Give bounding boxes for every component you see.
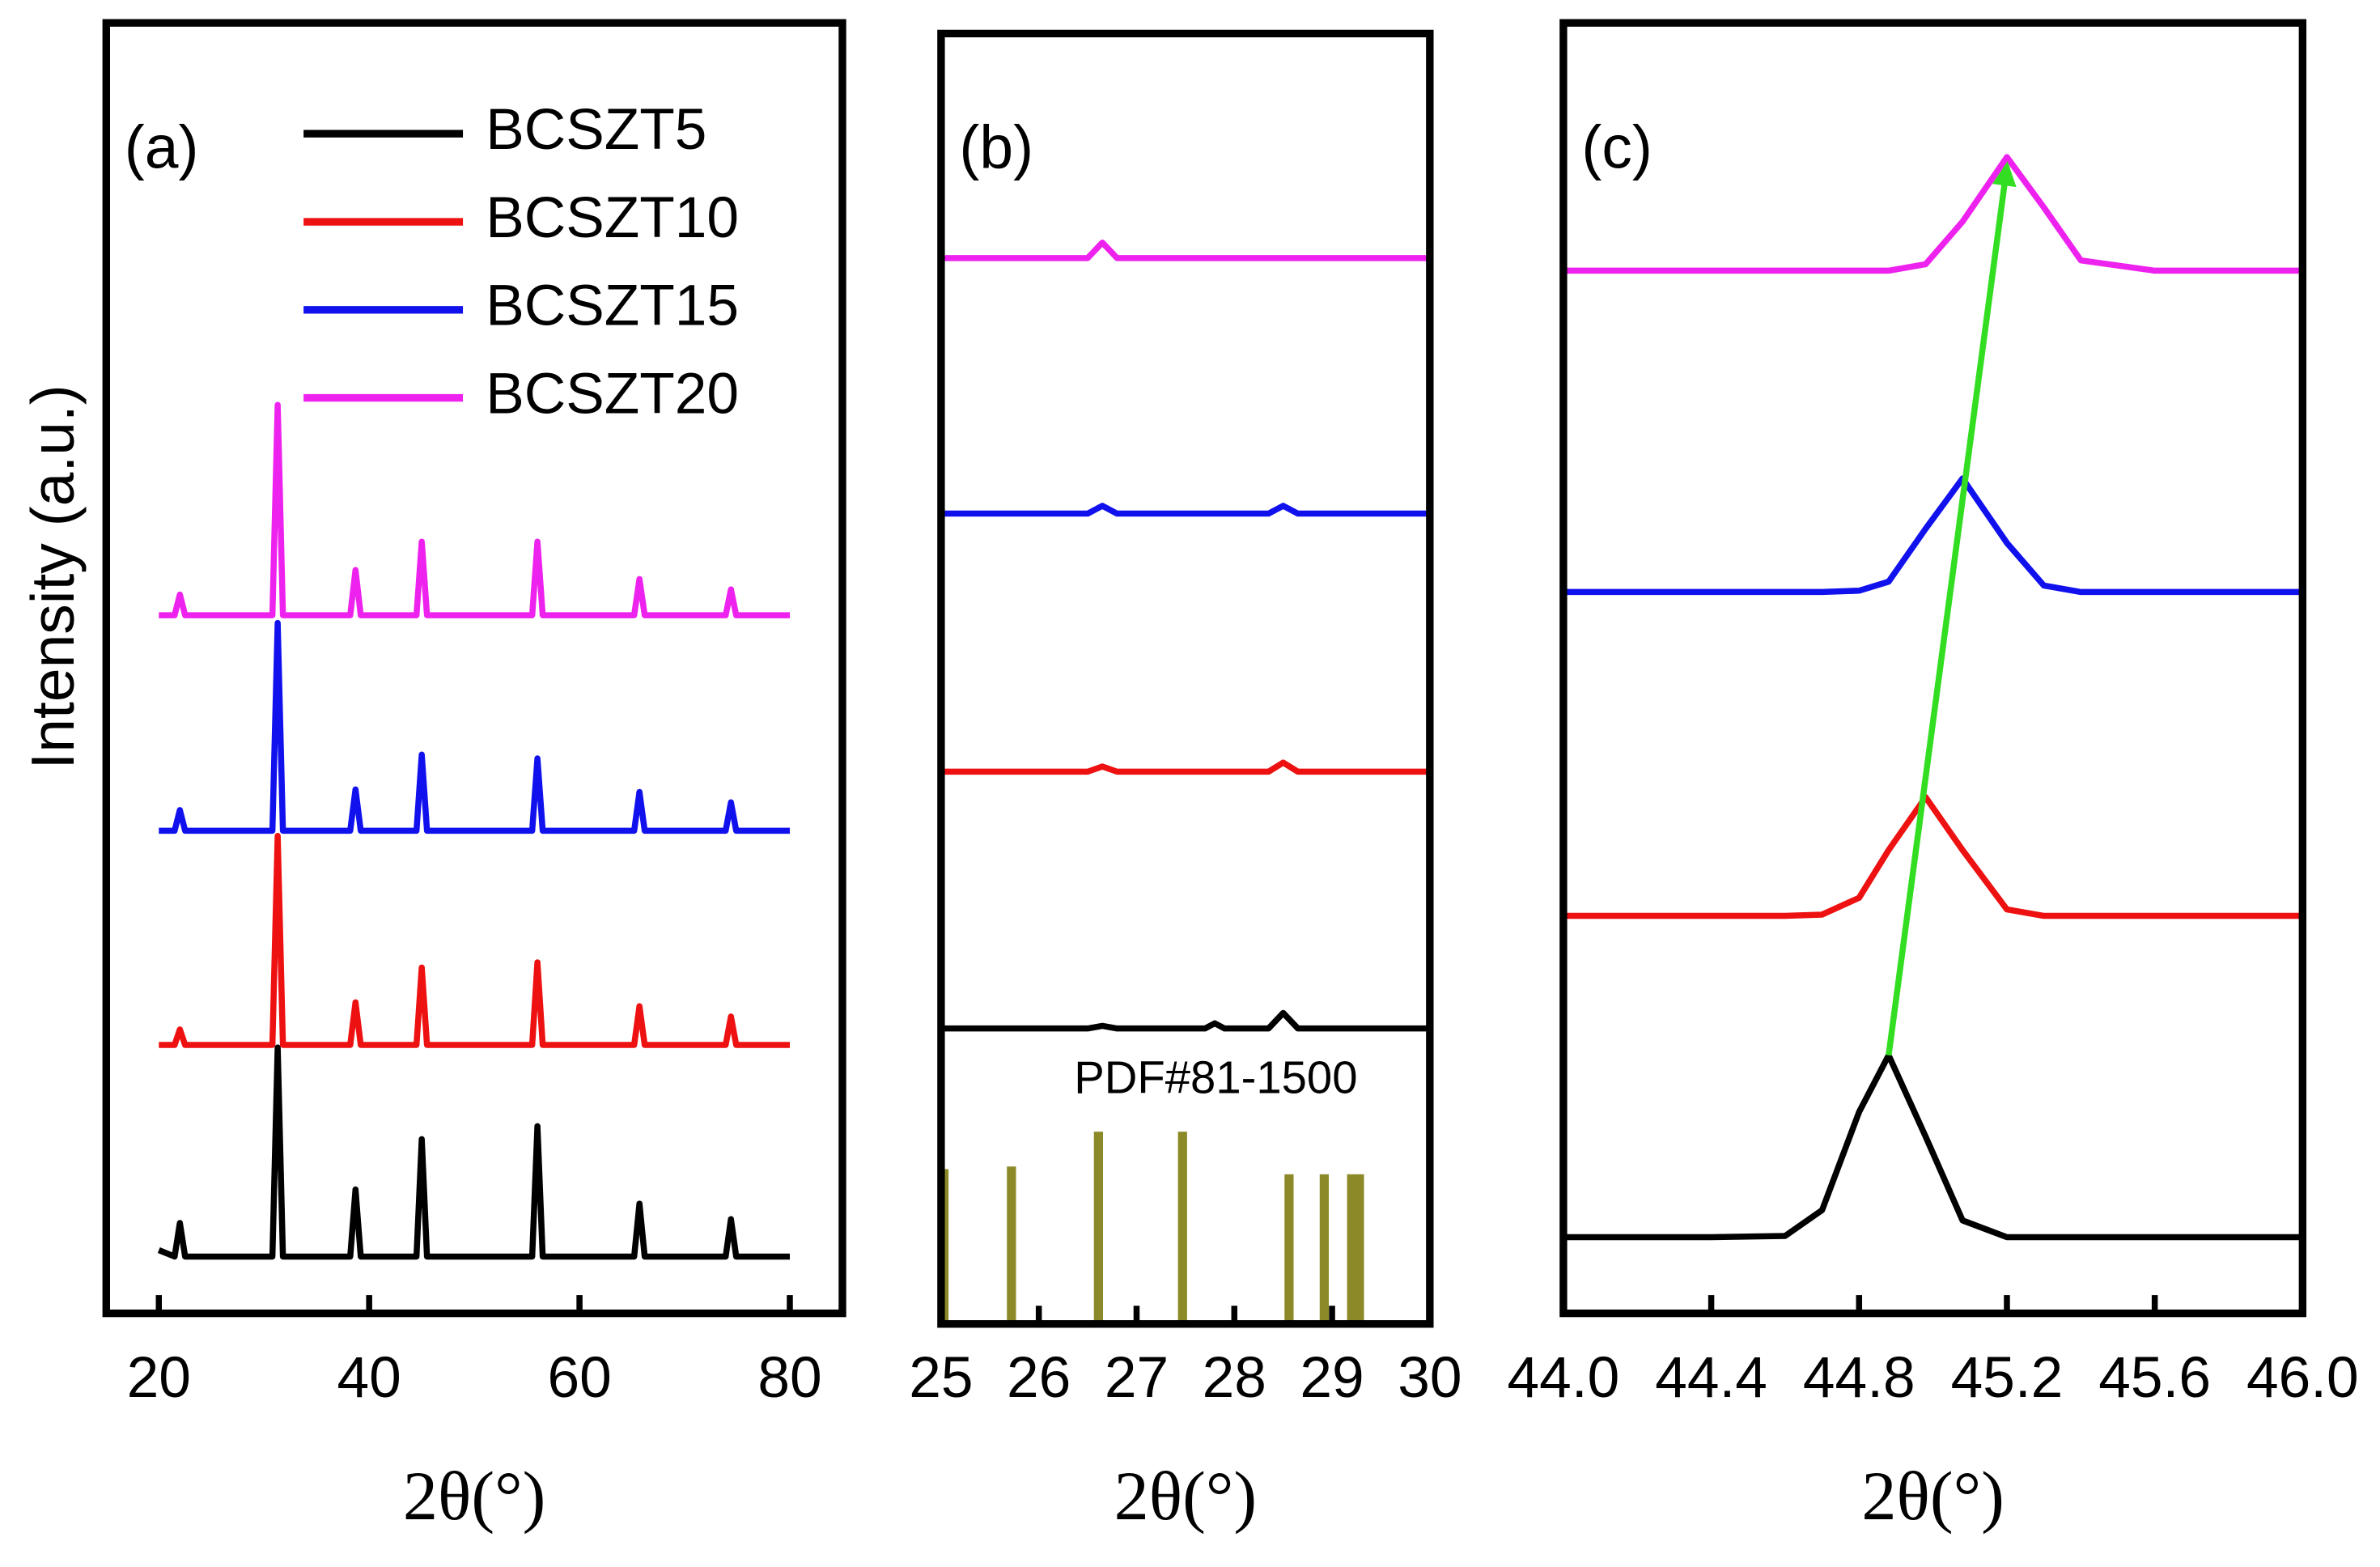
x-axis-title: 2θ(°)	[403, 1457, 545, 1535]
y-axis-title: Intensity (a.u.)	[19, 384, 87, 769]
x-tick-label: 28	[1203, 1345, 1266, 1410]
shift-arrow	[1886, 161, 2017, 1056]
series-line	[940, 503, 1430, 517]
x-tick-label: 45.2	[1951, 1345, 2064, 1410]
series-line	[159, 619, 791, 834]
x-tick-label: 44.0	[1508, 1345, 1620, 1410]
reference-label: PDF#81-1500	[1074, 1051, 1357, 1102]
panel: PDF#81-1500 25 26 27 28 29 30 (b) 2θ(°)	[909, 29, 1462, 1535]
series-line	[1563, 154, 2303, 274]
series-line	[159, 832, 791, 1048]
panel-label: (b)	[959, 113, 1033, 181]
panel: 44.0 44.4 44.8 45.2 45.6 46.0 (c) 2θ(°)	[1508, 19, 2359, 1535]
legend-label: BCSZT10	[486, 185, 739, 250]
x-tick-label: 46.0	[2246, 1345, 2359, 1410]
series-line	[159, 401, 791, 618]
panel-label: (a)	[125, 113, 199, 181]
series-line	[1563, 1051, 2303, 1241]
x-tick-label: 20	[127, 1345, 191, 1410]
reference-bar	[1177, 1132, 1187, 1324]
x-axis-title: 2θ(°)	[1861, 1457, 2004, 1535]
x-axis-title: 2θ(°)	[1114, 1457, 1257, 1535]
series-line	[1563, 794, 2303, 919]
plot-frame	[937, 29, 1434, 1328]
x-tick-label: 60	[547, 1345, 611, 1410]
series-line	[940, 239, 1430, 261]
x-tick-label: 27	[1105, 1345, 1169, 1410]
series-line	[157, 1044, 791, 1260]
x-tick-label: 44.4	[1655, 1345, 1767, 1410]
series-line	[940, 1009, 1430, 1032]
legend-label: BCSZT5	[486, 97, 706, 162]
plot-frame	[1559, 19, 2307, 1318]
x-tick-label: 80	[757, 1345, 821, 1410]
x-tick-label: 25	[909, 1345, 973, 1410]
plot-frame	[102, 19, 846, 1318]
reference-bar	[1284, 1174, 1294, 1324]
reference-bar	[1007, 1166, 1016, 1324]
reference-bar	[1093, 1132, 1103, 1324]
x-tick-label: 26	[1007, 1345, 1071, 1410]
x-tick-label: 40	[337, 1345, 401, 1410]
panel: 20 40 60 80 (a) 2θ(°) Intensity (a.u.) BCSZT5 BC…	[19, 19, 846, 1535]
x-tick-label: 44.8	[1803, 1345, 1915, 1410]
legend-label: BCSZT20	[486, 361, 739, 426]
reference-bar	[1347, 1174, 1356, 1324]
x-tick-label: 45.6	[2098, 1345, 2211, 1410]
legend-label: BCSZT15	[486, 274, 739, 338]
reference-bar	[1355, 1174, 1364, 1324]
x-tick-label: 29	[1300, 1345, 1364, 1410]
x-tick-label: 30	[1398, 1345, 1462, 1410]
series-line	[940, 759, 1430, 775]
series-line	[1563, 475, 2303, 596]
reference-bar	[1319, 1174, 1330, 1324]
panel-label: (c)	[1581, 113, 1652, 181]
